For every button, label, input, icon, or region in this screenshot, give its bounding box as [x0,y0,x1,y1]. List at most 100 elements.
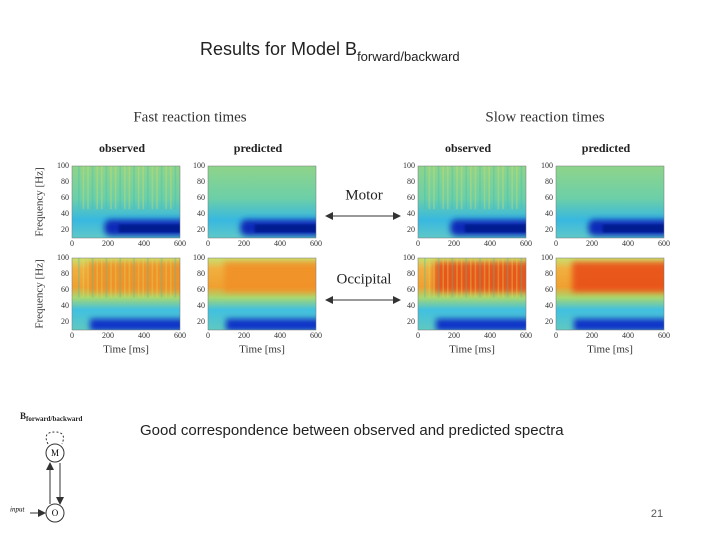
spectrogram [207,165,317,239]
x-tick-label: 200 [238,331,250,340]
group-title: Fast reaction times [133,109,246,125]
x-tick-label: 400 [138,239,150,248]
x-tick-label: 400 [622,331,634,340]
high-band [88,262,180,292]
stripe [506,166,509,210]
stripe [442,258,444,298]
high-band [572,262,664,292]
stripe [128,166,131,210]
low-band [602,224,664,233]
stripe [447,258,449,298]
stripe [133,258,135,298]
stripe [82,258,85,298]
y-tick-label: 60 [197,285,205,294]
stripe [460,166,463,210]
stripe [502,166,504,210]
y-tick-label: 100 [193,253,205,262]
stripe [506,258,509,298]
node-label: M [51,448,59,458]
x-tick-label: 200 [448,331,460,340]
stripe [160,166,163,210]
diagram-subscript: forward/backward [26,415,82,423]
frame [71,257,181,331]
low-band [90,318,180,330]
stripe [502,258,504,298]
stripe [160,258,163,298]
y-tick-label: 80 [197,269,205,278]
spectrogram [71,165,181,239]
column-header: predicted [582,141,631,155]
spectrogram [417,257,527,331]
x-tick-label: 0 [206,331,210,340]
stripe [488,166,490,210]
y-tick-label: 100 [403,253,415,262]
x-axis-label: Time [ms] [449,344,495,356]
stripe [493,258,495,298]
stripe [483,166,486,210]
stripe [516,258,518,298]
stripe [110,166,112,210]
caption: Good correspondence between observed and… [140,422,564,439]
y-axis-label: Frequency [Hz] [34,167,46,236]
stripe [87,258,89,298]
y-tick-label: 20 [407,225,415,234]
spectrogram-image [556,166,664,238]
stripe [124,258,126,298]
stripe [497,258,500,298]
page-number: 21 [651,508,663,520]
figure: Fast reaction times Slow reaction times ob… [34,109,670,356]
stripe [174,166,177,210]
y-tick-label: 80 [407,269,415,278]
stripe [174,258,177,298]
y-tick-label: 40 [545,209,553,218]
stripe [96,258,98,298]
stripe [424,166,426,210]
stripe [142,166,144,210]
stripe [114,166,117,210]
x-tick-label: 600 [520,239,532,248]
stripe [465,258,467,298]
x-tick-label: 600 [174,239,186,248]
low-band [464,224,526,233]
stripe [456,258,458,298]
stripe [474,258,477,298]
stripe [151,166,154,210]
y-tick-label: 20 [61,225,69,234]
low-band [226,318,316,330]
y-tick-label: 60 [407,285,415,294]
column-header: predicted [234,141,283,155]
stripe [456,166,458,210]
stripe [451,258,454,298]
high-band [434,262,526,292]
x-tick-label: 200 [102,239,114,248]
y-tick-label: 60 [545,285,553,294]
x-tick-label: 0 [416,239,420,248]
stripe [147,166,149,210]
x-tick-label: 400 [484,331,496,340]
stripe [520,258,523,298]
diagram-title: Bforward/backward [20,411,83,423]
stripe [128,258,131,298]
y-tick-label: 40 [197,209,205,218]
frame [207,257,317,331]
diagram-title-text: B [20,411,26,421]
stripe [137,258,140,298]
stripe [437,166,440,210]
low-band [118,224,180,233]
node-circle [45,503,65,523]
y-tick-label: 60 [407,193,415,202]
x-axis-label: Time [ms] [239,344,285,356]
x-axis-label: Time [ms] [587,344,633,356]
y-tick-label: 40 [61,301,69,310]
stripe [151,258,154,298]
column-header: observed [99,141,145,155]
y-tick-label: 60 [61,285,69,294]
stripe [479,258,481,298]
stripe [470,258,472,298]
stripe [105,258,108,298]
spectrogram-image [556,258,664,330]
x-tick-label: 200 [586,331,598,340]
stripe [460,258,463,298]
y-tick-label: 100 [541,161,553,170]
frame [71,165,181,239]
